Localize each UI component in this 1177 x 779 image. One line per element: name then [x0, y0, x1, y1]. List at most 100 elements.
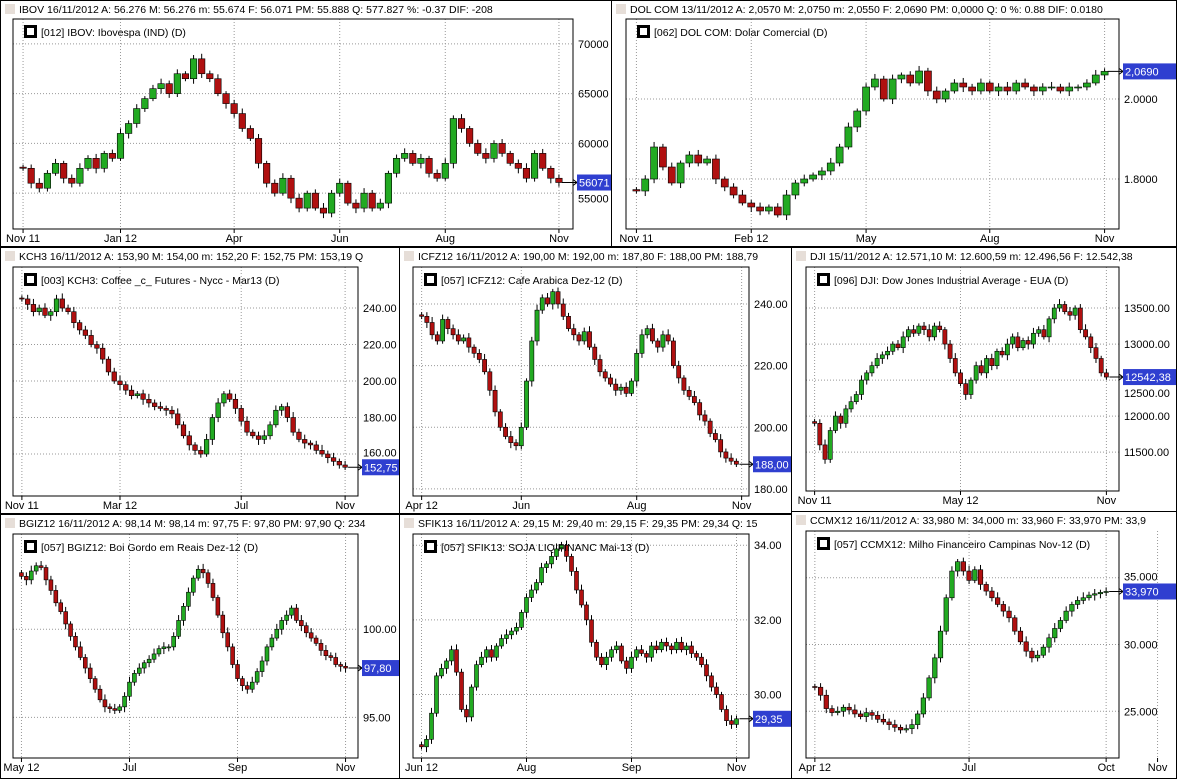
candle	[702, 410, 708, 426]
candle-body	[319, 207, 328, 214]
chart-legend[interactable]: [057] BGIZ12: Boi Gordo em Reais Dez-12 …	[24, 540, 258, 554]
candle-body	[214, 78, 222, 94]
candle	[368, 190, 376, 212]
candle-body	[809, 174, 817, 180]
candle-body	[800, 178, 809, 184]
chart-legend[interactable]: [057] SFIK13: SOJA LIQ FINANC Mai-13 (D)	[424, 540, 649, 554]
candle-body	[985, 82, 994, 92]
x-tick-label: Apr	[226, 233, 243, 245]
candle	[879, 351, 885, 364]
candle	[977, 78, 985, 95]
candle	[712, 429, 718, 443]
candle	[263, 160, 271, 188]
candle	[1067, 306, 1073, 321]
candle-body	[393, 158, 401, 174]
chart-legend[interactable]: [003] KCH3: Coffee _c_ Futures - Nycc - …	[24, 273, 279, 287]
candle	[524, 593, 529, 618]
legend-label: [096] DJI: Dow Jones Industrial Average …	[834, 275, 1069, 287]
chart-legend[interactable]: [012] IBOV: Ibovespa (IND) (D)	[24, 25, 186, 39]
candle	[191, 575, 196, 596]
chart-legend[interactable]: [057] ICFZ12: Cafe Arabica Dez-12 (D)	[424, 273, 623, 287]
candle-body	[161, 646, 167, 649]
chart-legend[interactable]: [062] DOL COM: Dolar Comercial (D)	[637, 25, 827, 39]
candle-body	[686, 389, 692, 397]
candle	[634, 646, 639, 661]
candle	[812, 418, 817, 426]
x-tick-label: Jul	[234, 500, 248, 512]
candle-body	[613, 383, 619, 391]
candle	[697, 399, 703, 421]
candle	[978, 360, 984, 376]
candle	[76, 319, 83, 335]
candle	[1057, 299, 1062, 312]
candle	[215, 594, 221, 618]
candle-body	[466, 128, 474, 144]
candle-body	[284, 614, 289, 621]
candle-body	[254, 671, 260, 683]
candle-body	[58, 602, 64, 612]
candle-body	[146, 658, 152, 664]
candle-body	[504, 634, 509, 639]
candle	[897, 724, 904, 734]
candle	[279, 173, 287, 196]
chart-legend[interactable]: [057] CCMX12: Milho Financeiro Campinas …	[817, 537, 1090, 551]
panel-bgiz12[interactable]: BGIZ12 16/11/2012 A: 98,14 M: 98,14 m: 9…	[0, 514, 400, 779]
candle	[932, 653, 938, 684]
y-tick-label: 1.8000	[1124, 174, 1158, 186]
candle-body	[574, 571, 579, 591]
panel-ccmx12[interactable]: CCMX12 16/11/2012 A: 33,980 M: 34,000 m:…	[791, 511, 1177, 779]
panel-kch3[interactable]: KCH3 16/11/2012 A: 153,90 M: 154,00 m: 1…	[0, 247, 400, 514]
panel-ibov[interactable]: IBOV 16/11/2012 A: 56.276 M: 56.276 m: 5…	[0, 0, 612, 247]
candle	[624, 656, 629, 674]
candle-body	[51, 163, 60, 174]
candle-body	[71, 311, 77, 323]
candle-body	[97, 688, 103, 701]
candle	[958, 369, 963, 387]
candle-body	[497, 411, 503, 428]
candle-body	[186, 435, 192, 446]
panel-dol[interactable]: DOL COM 13/11/2012 A: 2,0570 M: 2,0750 m…	[611, 0, 1177, 247]
candle-body	[146, 398, 152, 404]
candle	[141, 660, 147, 674]
candle-body	[654, 645, 659, 651]
candle	[78, 641, 83, 661]
candle-body	[671, 340, 676, 366]
candle-body	[1067, 311, 1073, 316]
candle-body	[660, 334, 666, 348]
plot-frame	[12, 266, 359, 497]
candle-body	[703, 158, 711, 164]
candle-body	[76, 322, 83, 331]
candle	[450, 324, 456, 340]
candle-body	[827, 430, 833, 460]
candle	[393, 154, 401, 178]
chart-legend[interactable]: [096] DJI: Dow Jones Industrial Average …	[817, 273, 1069, 287]
candle	[360, 188, 368, 213]
panel-dji[interactable]: DJI 15/11/2012 A: 12.571,10 M: 12.600,59…	[791, 247, 1177, 512]
candle	[176, 615, 181, 639]
candle	[127, 676, 132, 701]
candle	[857, 710, 864, 720]
candle-body	[1041, 329, 1047, 338]
panel-icfz12[interactable]: ICFZ12 16/11/2012 A: 190,00 M: 192,00 m:…	[399, 247, 792, 514]
candle-body	[19, 297, 25, 300]
candle	[198, 446, 204, 458]
candle-body	[709, 675, 714, 688]
x-tick-label: Nov	[1095, 233, 1115, 245]
candle-body	[429, 712, 434, 740]
candle	[629, 378, 634, 397]
candle	[800, 174, 809, 187]
candle-body	[494, 645, 499, 658]
candle-body	[287, 177, 295, 199]
candle	[200, 563, 206, 579]
candle-body	[230, 103, 238, 114]
candle-body	[1074, 86, 1082, 89]
last-price-badge	[1123, 369, 1176, 386]
last-price-badge	[753, 710, 791, 727]
panel-sfik13[interactable]: SFIK13 16/11/2012 A: 29,15 M: 29,40 m: 2…	[399, 514, 792, 779]
candle-body	[524, 597, 529, 613]
candle	[509, 627, 514, 640]
chart-canvas: 2.0000 1.8000 Nov 11 Feb 12 May Aug Nov 2,0690	[619, 18, 1176, 245]
candle-body	[1023, 641, 1029, 652]
x-tick-label: Sep	[228, 762, 248, 774]
candle-body	[632, 189, 641, 192]
